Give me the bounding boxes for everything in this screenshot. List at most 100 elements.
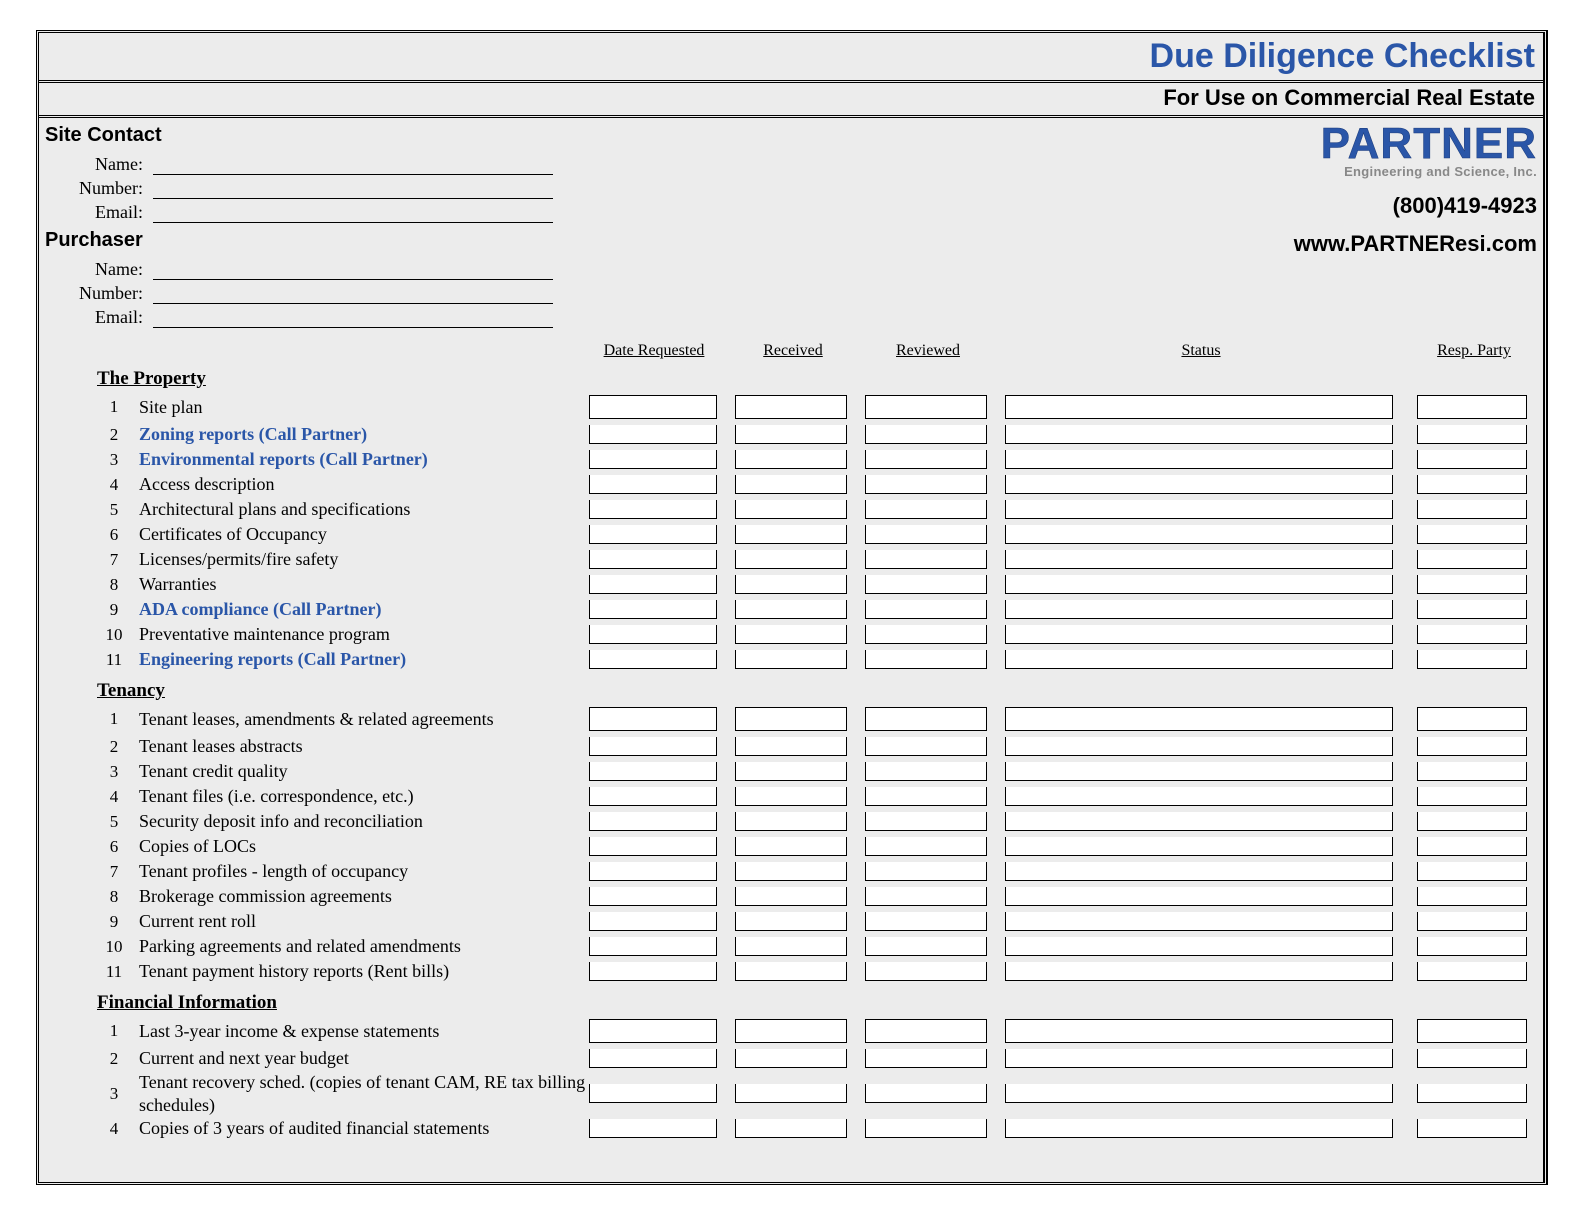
entry-box-date[interactable]	[589, 937, 717, 956]
entry-box-party[interactable]	[1417, 912, 1527, 931]
entry-box-revw[interactable]	[865, 525, 987, 544]
entry-box-party[interactable]	[1417, 937, 1527, 956]
entry-box-status[interactable]	[1005, 425, 1393, 444]
site-contact-field-input[interactable]	[153, 181, 553, 199]
entry-box-date[interactable]	[589, 962, 717, 981]
entry-box-date[interactable]	[589, 575, 717, 594]
entry-box-status[interactable]	[1005, 787, 1393, 806]
entry-box-date[interactable]	[589, 1084, 717, 1103]
entry-box-revw[interactable]	[865, 912, 987, 931]
site-contact-field-input[interactable]	[153, 157, 553, 175]
entry-box-recv[interactable]	[735, 1119, 847, 1138]
entry-box-status[interactable]	[1005, 625, 1393, 644]
entry-box-revw[interactable]	[865, 395, 987, 419]
entry-box-status[interactable]	[1005, 937, 1393, 956]
entry-box-status[interactable]	[1005, 837, 1393, 856]
purchaser-field-input[interactable]	[153, 286, 553, 304]
entry-box-date[interactable]	[589, 425, 717, 444]
entry-box-recv[interactable]	[735, 450, 847, 469]
entry-box-date[interactable]	[589, 862, 717, 881]
entry-box-revw[interactable]	[865, 450, 987, 469]
entry-box-date[interactable]	[589, 600, 717, 619]
entry-box-revw[interactable]	[865, 1084, 987, 1103]
entry-box-party[interactable]	[1417, 862, 1527, 881]
entry-box-party[interactable]	[1417, 787, 1527, 806]
entry-box-date[interactable]	[589, 737, 717, 756]
entry-box-date[interactable]	[589, 500, 717, 519]
entry-box-party[interactable]	[1417, 962, 1527, 981]
entry-box-status[interactable]	[1005, 1019, 1393, 1043]
entry-box-revw[interactable]	[865, 1019, 987, 1043]
entry-box-revw[interactable]	[865, 707, 987, 731]
entry-box-recv[interactable]	[735, 912, 847, 931]
entry-box-status[interactable]	[1005, 600, 1393, 619]
entry-box-date[interactable]	[589, 525, 717, 544]
entry-box-recv[interactable]	[735, 475, 847, 494]
entry-box-date[interactable]	[589, 1119, 717, 1138]
entry-box-status[interactable]	[1005, 762, 1393, 781]
entry-box-recv[interactable]	[735, 862, 847, 881]
entry-box-date[interactable]	[589, 450, 717, 469]
entry-box-recv[interactable]	[735, 937, 847, 956]
entry-box-recv[interactable]	[735, 962, 847, 981]
entry-box-revw[interactable]	[865, 887, 987, 906]
entry-box-date[interactable]	[589, 1019, 717, 1043]
entry-box-revw[interactable]	[865, 812, 987, 831]
entry-box-date[interactable]	[589, 625, 717, 644]
entry-box-revw[interactable]	[865, 937, 987, 956]
entry-box-revw[interactable]	[865, 625, 987, 644]
entry-box-status[interactable]	[1005, 862, 1393, 881]
entry-box-party[interactable]	[1417, 762, 1527, 781]
entry-box-recv[interactable]	[735, 425, 847, 444]
entry-box-revw[interactable]	[865, 862, 987, 881]
entry-box-date[interactable]	[589, 787, 717, 806]
entry-box-date[interactable]	[589, 912, 717, 931]
entry-box-date[interactable]	[589, 887, 717, 906]
entry-box-party[interactable]	[1417, 500, 1527, 519]
entry-box-recv[interactable]	[735, 395, 847, 419]
entry-box-party[interactable]	[1417, 650, 1527, 669]
entry-box-status[interactable]	[1005, 575, 1393, 594]
entry-box-recv[interactable]	[735, 707, 847, 731]
entry-box-revw[interactable]	[865, 962, 987, 981]
entry-box-recv[interactable]	[735, 1084, 847, 1103]
entry-box-party[interactable]	[1417, 737, 1527, 756]
entry-box-party[interactable]	[1417, 1019, 1527, 1043]
entry-box-status[interactable]	[1005, 912, 1393, 931]
entry-box-recv[interactable]	[735, 550, 847, 569]
entry-box-party[interactable]	[1417, 450, 1527, 469]
entry-box-status[interactable]	[1005, 737, 1393, 756]
entry-box-status[interactable]	[1005, 962, 1393, 981]
entry-box-date[interactable]	[589, 762, 717, 781]
entry-box-status[interactable]	[1005, 450, 1393, 469]
entry-box-date[interactable]	[589, 1049, 717, 1068]
entry-box-status[interactable]	[1005, 500, 1393, 519]
site-contact-field-input[interactable]	[153, 205, 553, 223]
entry-box-date[interactable]	[589, 475, 717, 494]
entry-box-status[interactable]	[1005, 525, 1393, 544]
entry-box-date[interactable]	[589, 837, 717, 856]
entry-box-revw[interactable]	[865, 575, 987, 594]
entry-box-party[interactable]	[1417, 425, 1527, 444]
entry-box-status[interactable]	[1005, 1049, 1393, 1068]
entry-box-revw[interactable]	[865, 1119, 987, 1138]
entry-box-date[interactable]	[589, 812, 717, 831]
entry-box-party[interactable]	[1417, 887, 1527, 906]
entry-box-recv[interactable]	[735, 1019, 847, 1043]
entry-box-party[interactable]	[1417, 525, 1527, 544]
entry-box-status[interactable]	[1005, 395, 1393, 419]
entry-box-status[interactable]	[1005, 1084, 1393, 1103]
entry-box-party[interactable]	[1417, 550, 1527, 569]
entry-box-revw[interactable]	[865, 737, 987, 756]
entry-box-party[interactable]	[1417, 1119, 1527, 1138]
entry-box-revw[interactable]	[865, 600, 987, 619]
entry-box-revw[interactable]	[865, 550, 987, 569]
entry-box-party[interactable]	[1417, 812, 1527, 831]
entry-box-status[interactable]	[1005, 1119, 1393, 1138]
entry-box-party[interactable]	[1417, 575, 1527, 594]
entry-box-party[interactable]	[1417, 1084, 1527, 1103]
entry-box-party[interactable]	[1417, 600, 1527, 619]
entry-box-revw[interactable]	[865, 650, 987, 669]
entry-box-date[interactable]	[589, 550, 717, 569]
entry-box-recv[interactable]	[735, 737, 847, 756]
